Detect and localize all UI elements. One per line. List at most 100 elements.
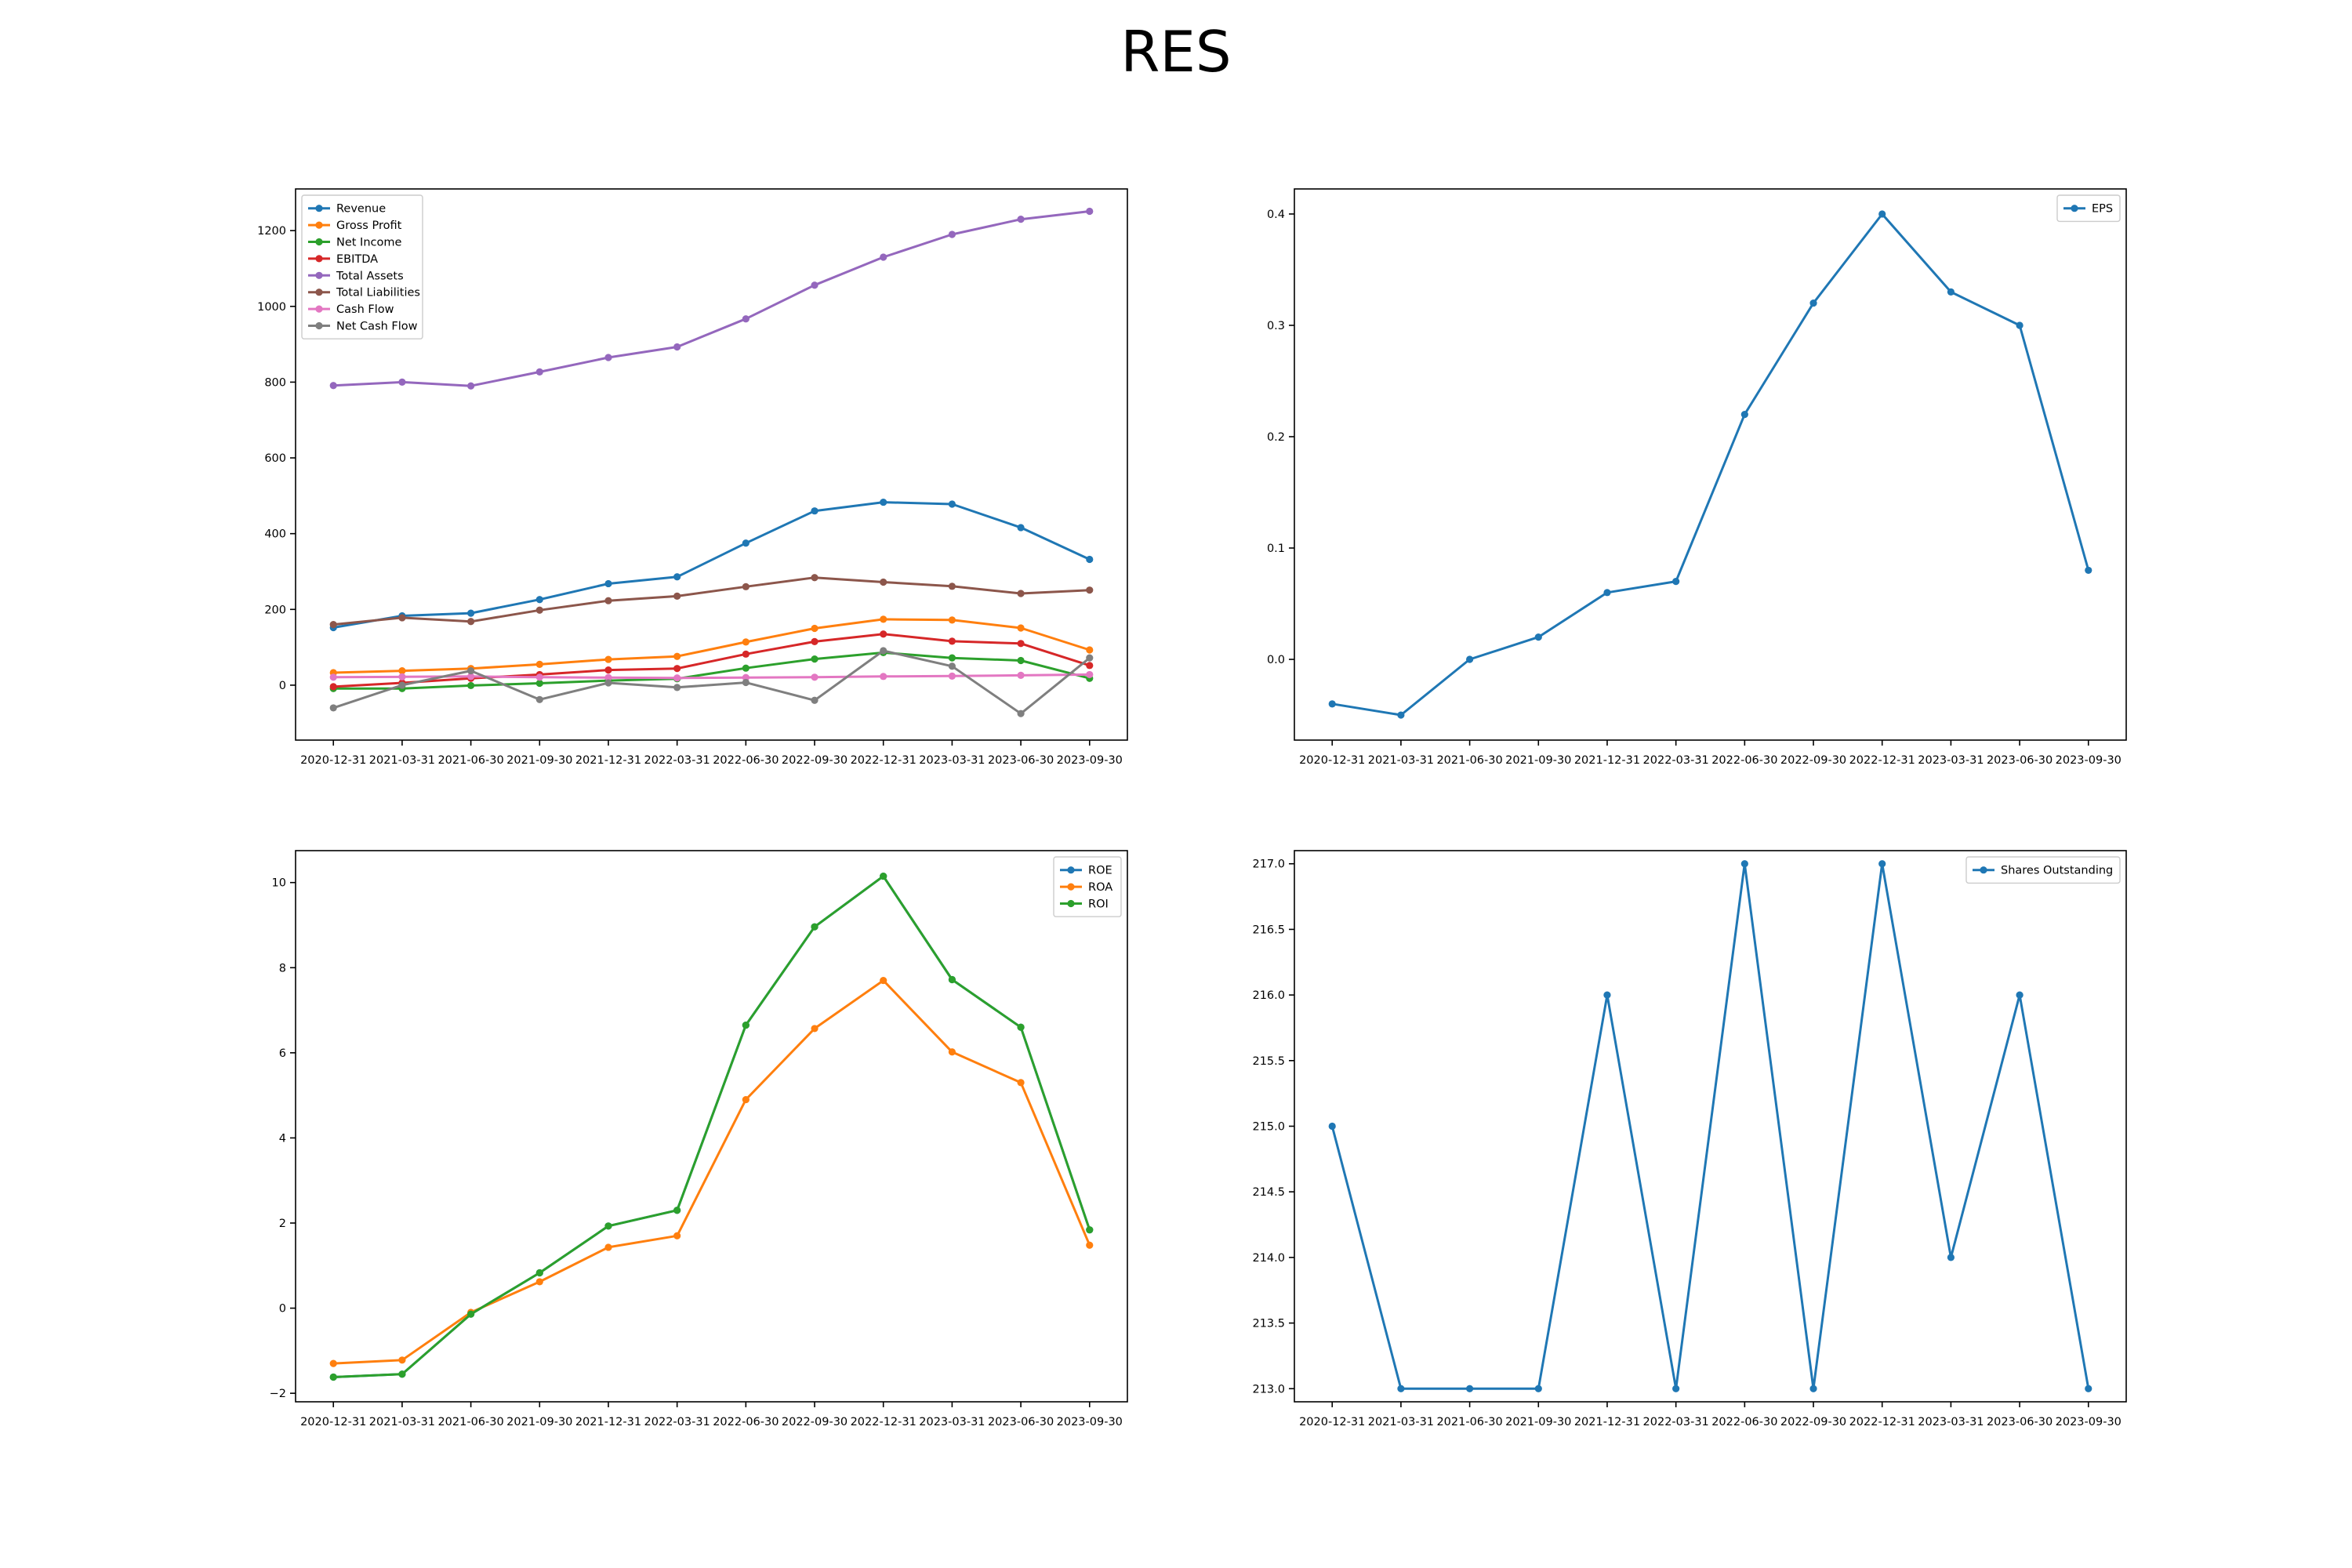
x-tick-label: 2020-12-31 — [300, 1416, 366, 1428]
data-point — [811, 923, 818, 931]
data-point — [948, 1048, 956, 1056]
legend-marker — [315, 271, 323, 279]
data-point — [1086, 670, 1094, 679]
x-tick-label: 2022-06-30 — [713, 754, 779, 767]
data-point — [880, 498, 887, 506]
legend-marker — [1067, 883, 1075, 891]
chart-shares-outstanding: 2020-12-31 2021-03-31 2021-06-30 2021-09-30… — [1252, 850, 2127, 1428]
data-point — [1740, 410, 1748, 419]
x-tick-label: 2023-06-30 — [1987, 754, 2053, 767]
x-tick-label: 2023-09-30 — [1057, 754, 1123, 767]
x-tick-label: 2021-09-30 — [506, 1416, 572, 1428]
x-tick-label: 2020-12-31 — [300, 754, 366, 767]
legend-label: Net Cash Flow — [336, 321, 418, 333]
legend-box — [301, 194, 423, 339]
data-point — [1809, 1385, 1817, 1392]
data-point — [811, 673, 818, 681]
x-tick-label: 2021-06-30 — [437, 754, 503, 767]
data-point — [329, 683, 337, 691]
series-line — [333, 979, 1091, 1365]
data-point — [948, 672, 956, 680]
legend-label: ROI — [1088, 898, 1109, 911]
data-point — [1534, 1385, 1542, 1392]
data-point — [329, 704, 337, 712]
series-line — [333, 651, 1091, 690]
data-point — [880, 253, 887, 261]
x-tick-label: 2023-06-30 — [1987, 1416, 2053, 1428]
data-point — [948, 616, 956, 624]
x-tick-label: 2022-09-30 — [1780, 1416, 1846, 1428]
x-tick-label: 2022-12-31 — [1849, 754, 1915, 767]
data-point — [1086, 207, 1094, 216]
data-point — [604, 679, 612, 687]
x-tick-label: 2021-12-31 — [575, 1416, 641, 1428]
data-point — [811, 696, 818, 704]
x-tick-label: 2022-09-30 — [1780, 754, 1846, 767]
data-point — [1947, 1254, 1955, 1261]
y-tick-label: 400 — [264, 528, 286, 541]
x-tick-label: 2021-06-30 — [1436, 754, 1502, 767]
data-point — [948, 662, 956, 670]
series-line — [332, 649, 1091, 715]
data-point — [673, 674, 681, 682]
series-line — [1330, 862, 2090, 1390]
data-point — [2085, 1385, 2092, 1392]
data-point — [398, 1370, 406, 1378]
data-point — [1465, 655, 1474, 663]
x-tick-label: 2021-09-30 — [506, 754, 572, 767]
data-point — [948, 637, 956, 645]
x-tick-label: 2021-03-31 — [369, 754, 435, 767]
data-point — [398, 1356, 406, 1364]
y-tick-label: 2 — [279, 1218, 286, 1230]
data-point — [673, 592, 681, 600]
series-line — [333, 618, 1091, 674]
data-point — [535, 1278, 543, 1286]
legend-marker — [315, 289, 323, 296]
legend-label: Shares Outstanding — [2001, 865, 2113, 877]
x-tick-label: 2020-12-31 — [1299, 754, 1365, 767]
legend-label: Total Liabilities — [336, 287, 420, 299]
data-point — [1328, 1122, 1336, 1131]
data-point — [1603, 991, 1611, 999]
data-point — [1947, 288, 1955, 296]
data-point — [673, 1207, 681, 1214]
data-point — [1017, 216, 1025, 223]
data-point — [742, 650, 750, 658]
legend-marker — [315, 221, 323, 229]
axes-frame — [295, 850, 1128, 1403]
x-tick-label: 2021-12-31 — [1574, 754, 1640, 767]
series-line — [333, 673, 1090, 680]
data-point — [535, 596, 543, 604]
data-point — [329, 1373, 337, 1381]
legend-label: ROE — [1088, 865, 1112, 877]
legend-marker — [1067, 866, 1075, 874]
legend-marker — [1067, 899, 1075, 908]
x-tick-label: 2022-12-31 — [851, 1416, 916, 1428]
y-tick-label: 800 — [264, 376, 286, 389]
y-tick-label: 10 — [272, 877, 286, 890]
data-point — [811, 1025, 818, 1033]
y-tick-label: 0.1 — [1267, 543, 1285, 555]
data-point — [535, 673, 543, 681]
chart-eps: 2020-12-31 2021-03-31 2021-06-30 2021-09-30… — [1267, 188, 2127, 767]
data-point — [1465, 1385, 1474, 1392]
data-point — [880, 630, 887, 638]
data-point — [1397, 1385, 1405, 1392]
x-tick-label: 2022-03-31 — [644, 1416, 710, 1428]
y-tick-label: 214.5 — [1252, 1186, 1285, 1199]
x-tick-label: 2022-12-31 — [851, 754, 916, 767]
x-tick-label: 2021-06-30 — [1436, 1416, 1502, 1428]
x-tick-label: 2022-03-31 — [644, 754, 710, 767]
series-line — [333, 875, 1091, 1378]
legend-marker — [315, 321, 323, 330]
x-tick-label: 2023-03-31 — [919, 754, 985, 767]
data-point — [1017, 524, 1025, 532]
x-tick-label: 2022-03-31 — [1643, 754, 1709, 767]
y-tick-label: 217.0 — [1252, 858, 1285, 871]
data-point — [880, 976, 887, 985]
data-point — [535, 606, 543, 614]
data-point — [535, 695, 543, 703]
data-point — [2016, 991, 2024, 999]
data-point — [1603, 589, 1611, 597]
